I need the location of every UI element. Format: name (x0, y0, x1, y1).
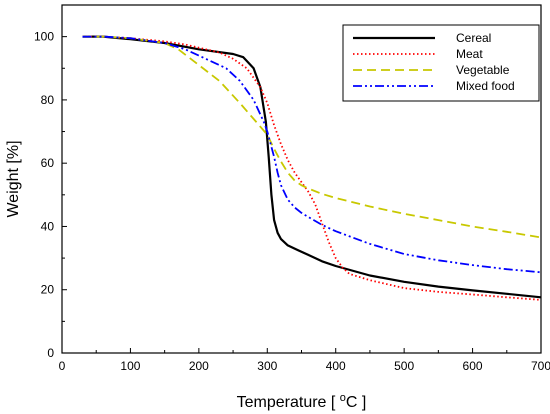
x-tick-label: 600 (463, 359, 483, 373)
series-layer (82, 35, 542, 301)
x-axis-title-prefix: Temperature [ (237, 394, 340, 411)
series-line-mixed-food (82, 35, 542, 274)
legend-label: Meat (456, 47, 483, 61)
y-tick-label: 40 (41, 219, 55, 233)
y-tick-label: 100 (34, 30, 54, 44)
x-axis-title: Temperature [ oC ] (237, 392, 367, 411)
x-tick-label: 400 (326, 359, 346, 373)
series-line-vegetable (82, 35, 542, 239)
x-axis-title-degree: o (340, 392, 346, 404)
legend-label: Cereal (456, 31, 491, 45)
x-tick-label: 100 (120, 359, 140, 373)
y-tick-label: 80 (41, 93, 55, 107)
x-axis: 0 100 200 300 400 500 600 700 (59, 348, 550, 373)
y-tick-label: 0 (47, 346, 54, 360)
x-tick-label: 500 (394, 359, 414, 373)
y-axis-title: Weight [%] (5, 140, 22, 217)
series-line-meat (82, 35, 542, 301)
legend: Cereal Meat Vegetable Mixed food (342, 24, 540, 102)
x-tick-label: 0 (59, 359, 66, 373)
x-tick-label: 700 (531, 359, 550, 373)
y-tick-label: 60 (41, 156, 55, 170)
x-tick-label: 200 (189, 359, 209, 373)
legend-label: Mixed food (456, 79, 515, 93)
x-tick-label: 300 (257, 359, 277, 373)
y-axis: 0 20 40 60 80 100 (34, 30, 67, 360)
series-line-cereal (82, 35, 542, 299)
x-axis-title-suffix: C ] (346, 394, 366, 411)
y-tick-label: 20 (41, 283, 55, 297)
legend-label: Vegetable (456, 63, 510, 77)
